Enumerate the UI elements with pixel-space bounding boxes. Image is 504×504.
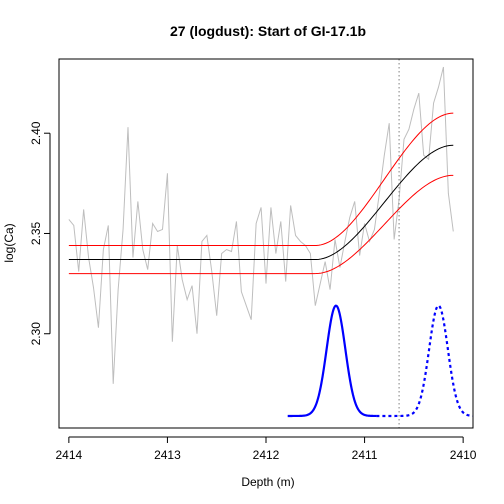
x-tick-label: 2414 [56,448,83,462]
chart-title: 27 (logdust): Start of GI-17.1b [170,23,366,39]
series-lower-bound [68,174,454,275]
y-tick-label: 2.30 [29,322,43,346]
x-tick-label: 2410 [450,448,477,462]
series-fit-line [68,144,454,261]
x-tick-label: 2412 [253,448,280,462]
plot-area [68,59,473,428]
y-axis: 2.30 2.35 2.40 [29,121,51,346]
series-data-line [68,66,454,384]
y-axis-label: log(Ca) [2,223,16,262]
x-axis: 2414 2413 2412 2411 2410 [56,436,477,462]
x-axis-label: Depth (m) [241,475,294,489]
x-tick-label: 2411 [352,448,378,462]
plot-frame [58,58,474,429]
series-density-dashed [376,304,473,418]
x-tick-label: 2413 [154,448,181,462]
series-upper-bound [68,112,454,247]
y-tick-label: 2.40 [29,121,43,145]
series-density-solid [287,304,377,418]
y-tick-label: 2.35 [29,221,43,245]
